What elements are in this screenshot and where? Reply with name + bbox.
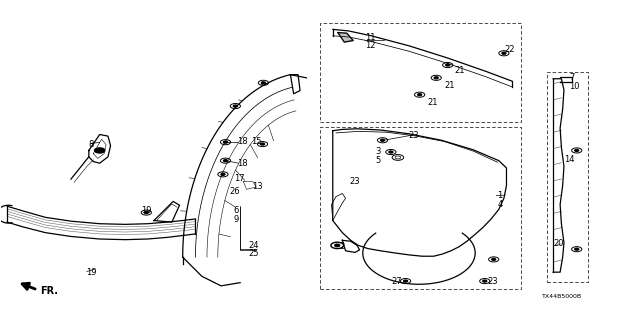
Circle shape: [492, 259, 495, 260]
Circle shape: [446, 64, 450, 66]
Circle shape: [145, 212, 148, 213]
Circle shape: [435, 77, 438, 79]
Text: 20: 20: [553, 239, 564, 248]
Text: 21: 21: [428, 98, 438, 107]
Circle shape: [223, 160, 227, 162]
Text: 19: 19: [141, 206, 152, 215]
Text: 24: 24: [248, 241, 259, 250]
Text: 3: 3: [376, 147, 381, 156]
Text: TX44B5000B: TX44B5000B: [542, 294, 582, 299]
Text: 27: 27: [392, 277, 402, 286]
Circle shape: [221, 173, 225, 175]
Text: 9: 9: [234, 215, 239, 224]
Text: 2: 2: [340, 242, 345, 251]
Text: 19: 19: [86, 268, 96, 277]
Text: 23: 23: [487, 277, 498, 286]
Text: 21: 21: [454, 66, 465, 75]
Text: 10: 10: [569, 82, 580, 91]
Circle shape: [234, 105, 237, 107]
Text: 23: 23: [349, 177, 360, 186]
Text: FR.: FR.: [40, 286, 58, 296]
Text: 11: 11: [365, 33, 375, 42]
Circle shape: [95, 148, 105, 153]
Circle shape: [335, 244, 340, 247]
Circle shape: [223, 141, 227, 143]
Text: 5: 5: [376, 156, 381, 165]
Circle shape: [483, 280, 486, 282]
Text: 21: 21: [445, 81, 455, 90]
Text: 15: 15: [251, 137, 262, 146]
Text: 6: 6: [234, 205, 239, 214]
Circle shape: [575, 149, 579, 151]
Polygon shape: [338, 33, 353, 42]
Text: 18: 18: [237, 159, 248, 168]
Circle shape: [262, 82, 266, 84]
Circle shape: [389, 151, 393, 153]
Circle shape: [418, 94, 422, 96]
Text: 7: 7: [569, 73, 575, 82]
Circle shape: [502, 52, 506, 54]
Text: 17: 17: [234, 174, 244, 183]
Text: 1: 1: [497, 191, 503, 200]
Text: 12: 12: [365, 41, 375, 50]
Text: 26: 26: [229, 187, 240, 196]
Text: 14: 14: [564, 155, 575, 164]
Circle shape: [260, 143, 264, 145]
Text: 18: 18: [237, 137, 248, 146]
Text: 22: 22: [504, 44, 515, 54]
Circle shape: [381, 139, 385, 141]
Circle shape: [575, 248, 579, 250]
Text: 13: 13: [252, 182, 262, 191]
Circle shape: [404, 280, 408, 282]
Text: 4: 4: [497, 200, 503, 209]
Text: 25: 25: [248, 250, 259, 259]
Text: 23: 23: [408, 131, 419, 140]
Text: 8: 8: [89, 140, 94, 149]
